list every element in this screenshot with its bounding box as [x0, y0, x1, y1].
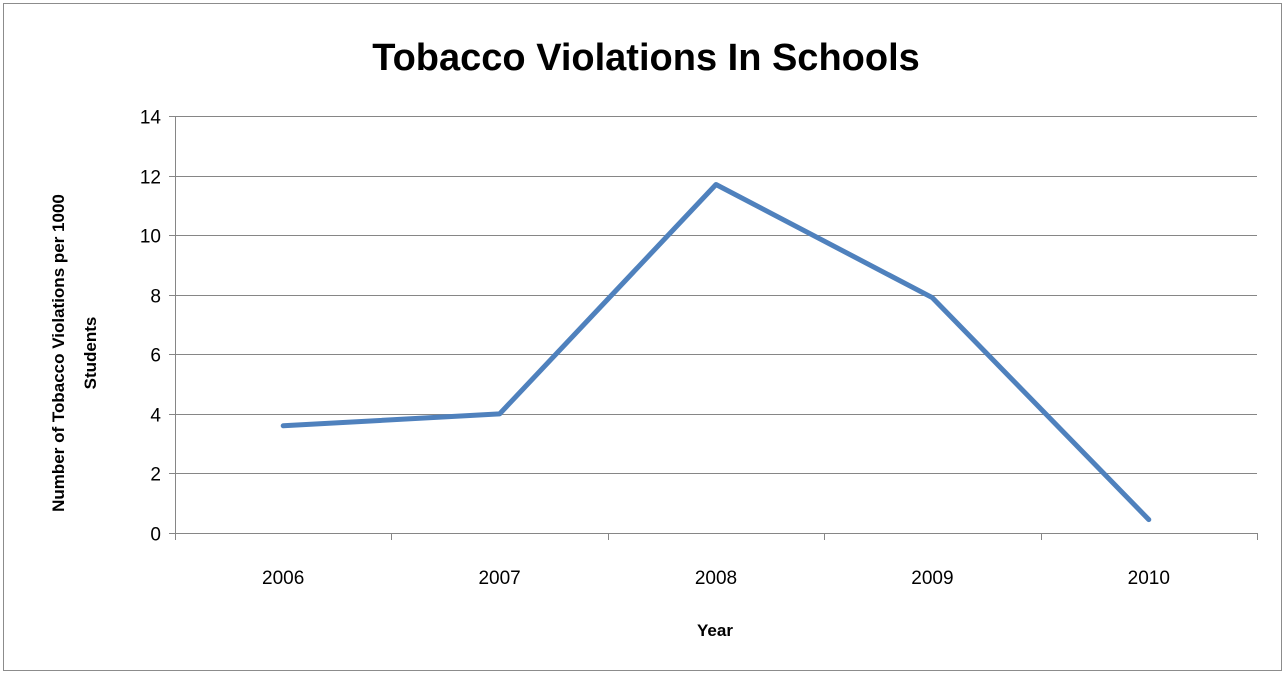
y-tick-label-12: 12	[140, 168, 161, 189]
y-tick-label-4: 4	[150, 406, 161, 427]
chart-frame	[3, 3, 1282, 671]
x-tick-labels: 2006 2007 2008 2009 2010	[262, 568, 1170, 589]
x-tick-label-2007: 2007	[478, 568, 520, 589]
axes	[169, 116, 1258, 540]
x-axis-title: Year	[697, 621, 733, 640]
x-tick-label-2006: 2006	[262, 568, 304, 589]
y-tick-label-8: 8	[150, 287, 161, 308]
y-tick-label-2: 2	[150, 465, 161, 486]
y-tick-label-6: 6	[150, 346, 161, 367]
y-tick-label-0: 0	[150, 525, 161, 546]
data-series	[280, 182, 1152, 523]
y-axis-title-line-2: Students	[81, 317, 100, 390]
series-line-0	[280, 182, 1152, 523]
chart-title: Tobacco Violations In Schools	[372, 37, 920, 79]
y-tick-label-14: 14	[140, 108, 162, 129]
y-tick-label-10: 10	[140, 227, 161, 248]
x-tick-label-2008: 2008	[695, 568, 737, 589]
y-tick-labels: 0 2 4 6 8 10 12 14	[140, 108, 162, 546]
gridlines	[175, 116, 1257, 474]
y-axis-title-line-1: Number of Tobacco Violations per 1000	[49, 194, 68, 512]
x-tick-label-2009: 2009	[911, 568, 953, 589]
x-tick-label-2010: 2010	[1128, 568, 1170, 589]
